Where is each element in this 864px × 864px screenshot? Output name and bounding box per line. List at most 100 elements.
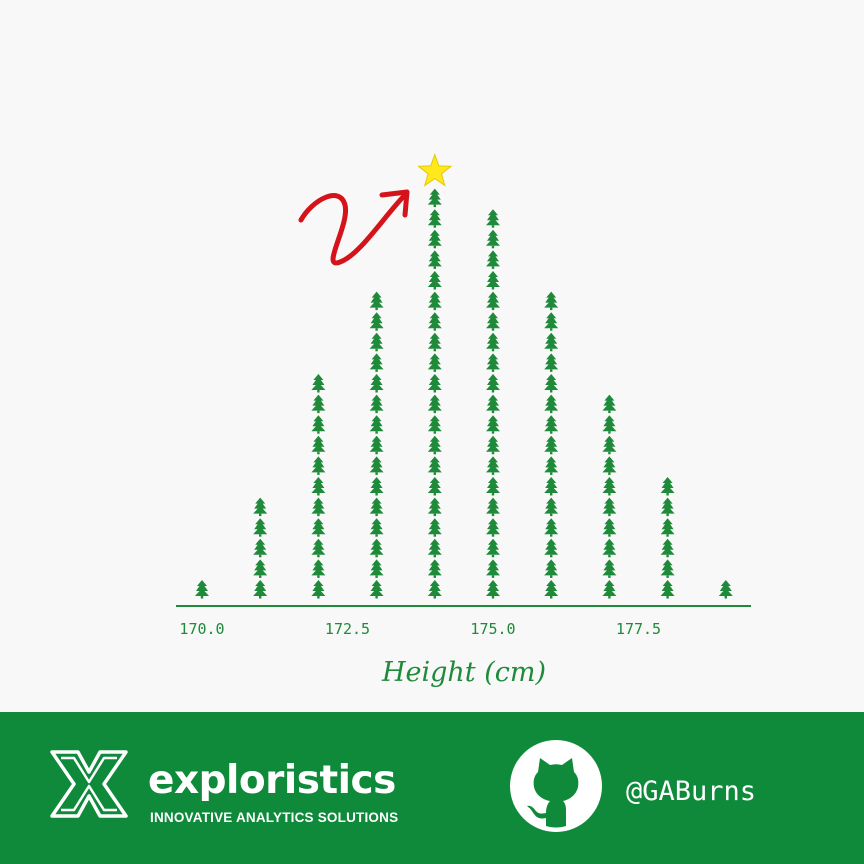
tree-marker	[311, 559, 326, 578]
tree-marker	[253, 538, 268, 558]
tree-marker	[427, 394, 442, 414]
tree-marker	[544, 518, 559, 537]
tree-marker	[369, 559, 384, 578]
chart-area: 170.0 172.5 175.0 177.5 Height (cm)	[176, 153, 751, 688]
tree-marker	[427, 415, 442, 434]
brand-tagline: INNOVATIVE ANALYTICS SOLUTIONS	[150, 810, 399, 825]
tree-marker	[544, 312, 559, 331]
tree-marker	[660, 580, 675, 599]
tree-marker	[311, 456, 326, 475]
tree-marker	[660, 477, 675, 496]
tree-marker	[311, 518, 326, 537]
tree-marker	[253, 580, 268, 599]
tree-marker	[427, 374, 442, 393]
tree-marker	[427, 353, 442, 372]
tree-marker	[427, 291, 442, 311]
tree-marker	[427, 188, 442, 208]
tree-marker	[544, 291, 559, 311]
tree-marker	[544, 394, 559, 414]
tree-marker	[544, 456, 559, 475]
x-axis-label: Height (cm)	[381, 657, 546, 688]
tree-marker	[486, 229, 500, 249]
tree-marker	[486, 559, 500, 578]
x-tick-label: 175.0	[470, 620, 515, 638]
tree-marker	[544, 353, 559, 372]
tree-marker	[486, 250, 500, 269]
tree-marker	[369, 518, 384, 537]
tree-marker	[660, 538, 675, 558]
tree-marker	[427, 271, 442, 290]
tree-marker	[427, 209, 442, 228]
tree-marker	[486, 538, 500, 558]
red-arrow-annotation	[298, 192, 408, 266]
tree-marker	[427, 229, 442, 249]
tree-marker	[369, 374, 384, 393]
tree-marker	[427, 559, 442, 578]
tree-marker	[311, 580, 326, 599]
x-axis-ticks: 170.0 172.5 175.0 177.5	[179, 620, 661, 638]
tree-marker	[427, 477, 442, 496]
github-handle: @GABurns	[626, 776, 757, 807]
tree-marker	[486, 332, 500, 352]
tree-marker	[311, 374, 326, 393]
tree-marker	[544, 415, 559, 434]
dot-plot: 170.0 172.5 175.0 177.5 Height (cm)	[176, 153, 751, 688]
tree-marker	[486, 435, 500, 455]
tree-marker	[544, 559, 559, 578]
tree-marker	[486, 374, 500, 393]
tree-marker	[544, 477, 559, 496]
tree-marker	[311, 477, 326, 496]
tree-marker	[660, 559, 675, 578]
exploristics-logo-icon	[50, 750, 128, 818]
brand-name: exploristics	[148, 758, 396, 803]
tree-marker	[544, 374, 559, 393]
tree-marker	[486, 271, 500, 290]
tree-marker	[486, 291, 500, 311]
tree-marker	[427, 580, 442, 599]
tree-marker	[486, 580, 500, 599]
tree-marker	[311, 435, 326, 455]
tree-marker	[427, 250, 442, 269]
tree-marker	[311, 538, 326, 558]
tree-marker	[369, 538, 384, 558]
tree-marker	[602, 394, 617, 414]
red-arrow-head	[379, 189, 410, 218]
tree-marker	[369, 415, 384, 434]
tree-marker	[369, 477, 384, 496]
tree-marker	[486, 209, 500, 228]
x-tick-label: 172.5	[325, 620, 370, 638]
tree-marker	[427, 538, 442, 558]
tree-marker	[486, 394, 500, 414]
tree-marker	[369, 435, 384, 455]
tree-marker	[544, 497, 559, 517]
tree-marker	[602, 497, 617, 517]
tree-marker	[602, 477, 617, 496]
tree-marker	[369, 497, 384, 517]
tree-marker	[660, 497, 675, 517]
tree-marker	[602, 518, 617, 537]
tree-marker	[253, 497, 268, 517]
tree-marker	[602, 580, 617, 599]
tree-marker	[602, 456, 617, 475]
tree-marker	[544, 580, 559, 599]
tree-marker	[427, 456, 442, 475]
tree-marker	[369, 291, 384, 311]
tree-marker	[427, 497, 442, 517]
tree-marker	[369, 332, 384, 352]
tree-marker	[602, 559, 617, 578]
star-marker	[417, 153, 453, 187]
x-tick-label: 170.0	[179, 620, 224, 638]
tree-marker	[718, 580, 733, 599]
tree-marker	[311, 394, 326, 414]
tree-marker	[427, 518, 442, 537]
tree-marker	[369, 580, 384, 599]
tree-marker	[486, 312, 500, 331]
tree-marker	[311, 415, 326, 434]
tree-marker	[253, 559, 268, 578]
tree-marker	[486, 415, 500, 434]
tree-marker	[544, 538, 559, 558]
tree-marker	[369, 312, 384, 331]
github-icon[interactable]	[508, 738, 604, 834]
tree-marker	[544, 332, 559, 352]
tree-marker	[602, 415, 617, 434]
